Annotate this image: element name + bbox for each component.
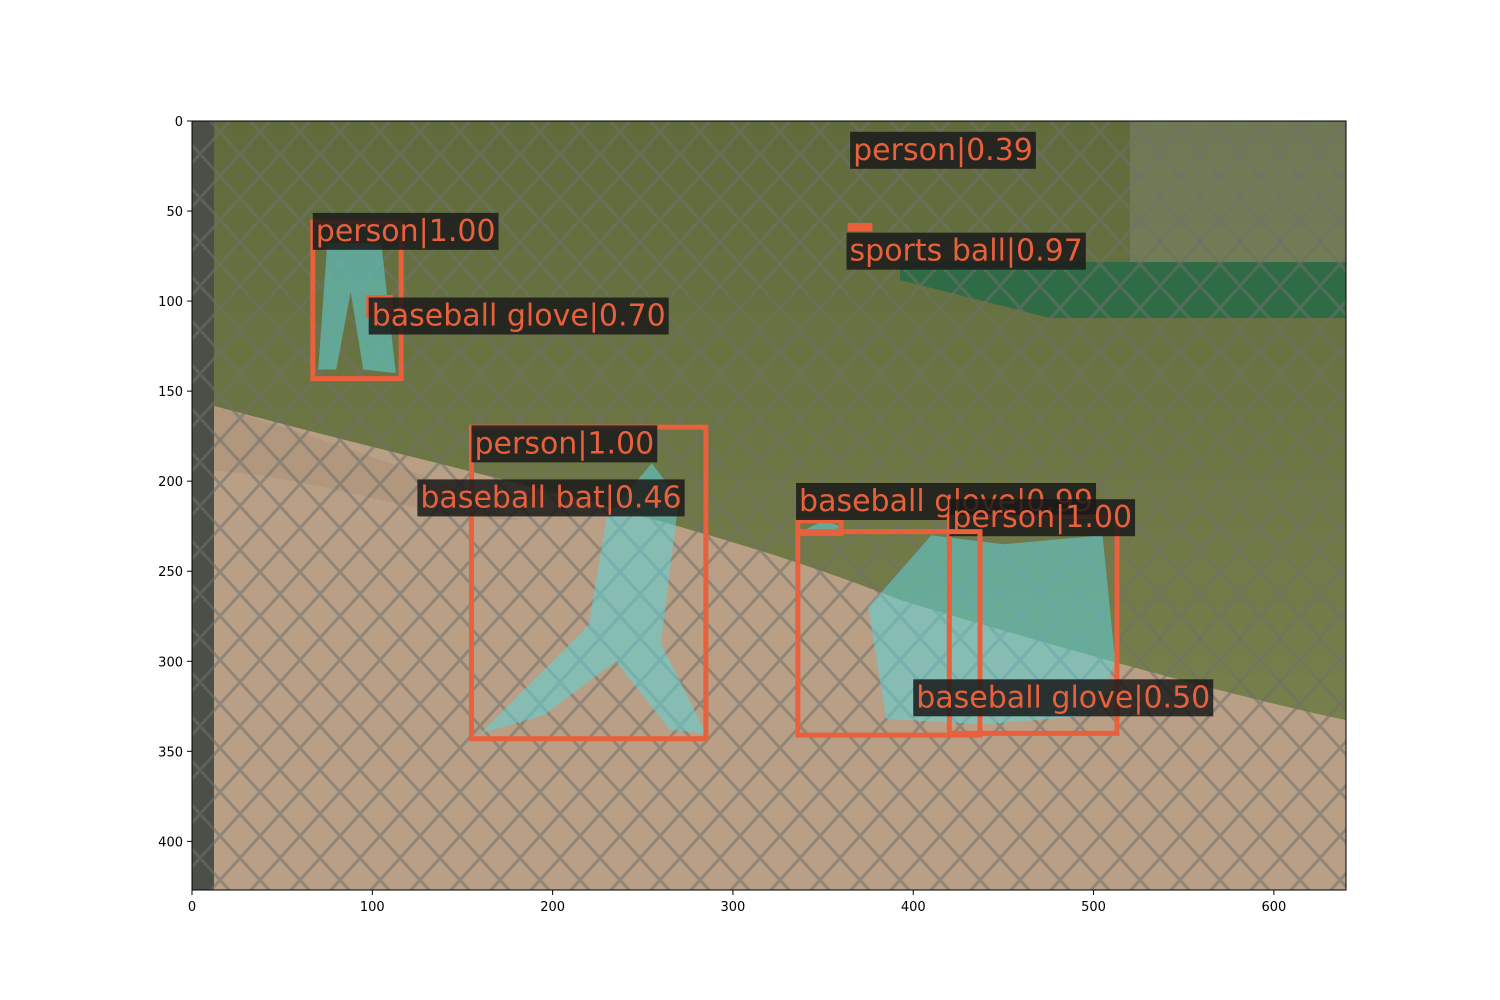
x-tick-label: 600 [1261, 900, 1286, 915]
detection-1: sports ball|0.97 [846, 222, 1086, 270]
segmentation-mask [480, 463, 706, 734]
y-tick-label: 400 [158, 835, 183, 850]
x-tick-label: 200 [540, 900, 565, 915]
x-axis: 0 100 200 300 400 500 600 [188, 890, 1286, 915]
detection-label: baseball glove|0.70 [372, 299, 666, 334]
label-background [368, 297, 669, 335]
label-background [850, 131, 1036, 169]
detection-label: baseball glove|0.50 [916, 680, 1210, 715]
detection-4: person|1.00 [468, 424, 709, 742]
y-tick-label: 150 [158, 385, 183, 400]
detection-label: person|0.39 [853, 133, 1033, 168]
y-tick-label: 200 [158, 475, 183, 490]
bounding-box [847, 222, 873, 232]
y-tick-label: 250 [158, 565, 183, 580]
detection-label: sports ball|0.97 [850, 234, 1083, 269]
detection-3: baseball glove|0.70 [366, 294, 669, 335]
detection-label: person|1.00 [474, 426, 654, 461]
label-background [471, 425, 658, 463]
y-tick-label: 350 [158, 745, 183, 760]
detection-label: baseball bat|0.46 [420, 480, 681, 515]
label-background [312, 212, 499, 250]
x-tick-label: 0 [188, 900, 196, 915]
detection-8: baseball glove|0.50 [795, 529, 1214, 738]
segmentation-mask [318, 243, 396, 374]
detection-5: baseball bat|0.46 [417, 479, 685, 517]
y-axis: 0 50 100 150 200 250 300 350 400 [158, 115, 192, 850]
x-tick-label: 500 [1081, 900, 1106, 915]
y-tick-label: 0 [175, 115, 183, 130]
y-tick-label: 50 [166, 205, 183, 220]
x-tick-label: 100 [360, 900, 385, 915]
label-background [913, 679, 1214, 717]
x-tick-label: 300 [721, 900, 746, 915]
y-tick-label: 100 [158, 295, 183, 310]
y-tick-label: 300 [158, 655, 183, 670]
detection-label: person|1.00 [316, 214, 496, 249]
detections-layer: person|0.39 sports ball|0.97 person|1.00 ba… [310, 131, 1214, 742]
label-background [417, 479, 685, 517]
x-tick-label: 400 [901, 900, 926, 915]
detection-0: person|0.39 [850, 131, 1036, 169]
axes-frame [191, 120, 1347, 891]
bounding-box [795, 529, 983, 738]
segmentation-mask [868, 535, 1116, 725]
label-background [846, 232, 1086, 270]
